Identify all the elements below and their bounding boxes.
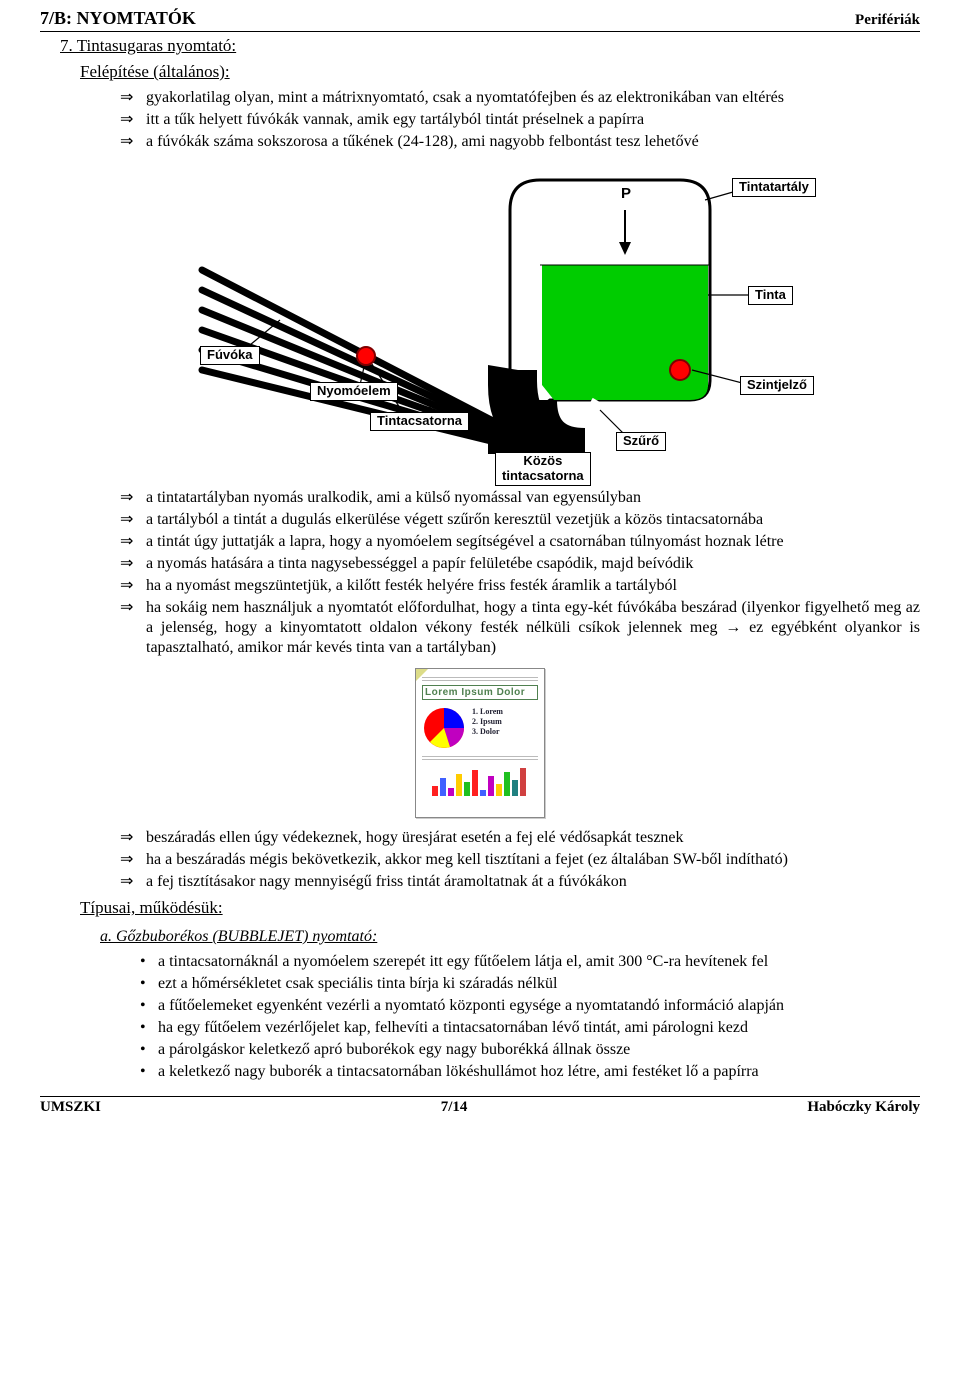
diagram-label-nyomoelem: Nyomóelem bbox=[310, 382, 398, 401]
minidoc-legend: 1. Lorem 2. Ipsum 3. Dolor bbox=[472, 706, 503, 737]
page-corner-icon bbox=[416, 669, 428, 681]
header-right: Perifériák bbox=[855, 12, 920, 29]
footer-left: UMSZKI bbox=[40, 1099, 101, 1116]
list-item: a tintát úgy juttatják a lapra, hogy a n… bbox=[120, 532, 920, 552]
description-bullets: a tintatartályban nyomás uralkodik, ami … bbox=[120, 488, 920, 658]
header-left: 7/B: NYOMTATÓK bbox=[40, 8, 196, 29]
subsection-title: Felépítése (általános): bbox=[80, 62, 920, 82]
types-title: Típusai, működésük: bbox=[80, 898, 920, 918]
diagram-label-p: P bbox=[615, 184, 637, 203]
bubblejet-title: a. Gőzbuborékos (BUBBLEJET) nyomtató: bbox=[100, 928, 920, 946]
list-item: a tintatartályban nyomás uralkodik, ami … bbox=[120, 488, 920, 508]
diagram-label-szintjelzo: Szintjelző bbox=[740, 376, 814, 395]
list-item: a tartályból a tintát a dugulás elkerülé… bbox=[120, 510, 920, 530]
legend-item: 3. Dolor bbox=[472, 727, 503, 736]
legend-item: 2. Ipsum bbox=[472, 717, 503, 726]
footer-right: Habóczky Károly bbox=[807, 1099, 920, 1116]
list-item: ezt a hőmérsékletet csak speciális tinta… bbox=[140, 974, 920, 994]
diagram-label-fuvoka: Fúvóka bbox=[200, 346, 260, 365]
diagram-label-tinta: Tinta bbox=[748, 286, 793, 305]
diagram-label-kozos: Közös tintacsatorna bbox=[495, 452, 591, 486]
footer-center: 7/14 bbox=[441, 1099, 468, 1116]
list-item: a nyomás hatására a tinta nagysebességge… bbox=[120, 554, 920, 574]
sample-printout: Lorem Ipsum Dolor 1. Lorem 2. Ipsum 3. D… bbox=[40, 668, 920, 818]
diagram-label-szuro: Szűrő bbox=[616, 432, 666, 451]
list-item: ha sokáig nem használjuk a nyomtatót elő… bbox=[120, 598, 920, 658]
list-item: ha a nyomást megszüntetjük, a kilőtt fes… bbox=[120, 576, 920, 596]
list-item: gyakorlatilag olyan, mint a mátrixnyomta… bbox=[120, 88, 920, 108]
inkjet-diagram: P Tintatartály Tinta Szintjelző Fúvóka N… bbox=[40, 160, 920, 480]
list-item: itt a tűk helyett fúvókák vannak, amik e… bbox=[120, 110, 920, 130]
intro-bullets: gyakorlatilag olyan, mint a mátrixnyomta… bbox=[120, 88, 920, 152]
diagram-svg bbox=[140, 160, 820, 480]
page-footer: UMSZKI 7/14 Habóczky Károly bbox=[40, 1096, 920, 1116]
list-item: a párolgáskor keletkező apró buborékok e… bbox=[140, 1040, 920, 1060]
bubblejet-bullets: a tintacsatornáknál a nyomóelem szerepét… bbox=[140, 952, 920, 1082]
list-item: a fej tisztításakor nagy mennyiségű fris… bbox=[120, 872, 920, 892]
list-item: ha egy fűtőelem vezérlőjelet kap, felhev… bbox=[140, 1018, 920, 1038]
list-item: a keletkező nagy buborék a tintacsatorná… bbox=[140, 1062, 920, 1082]
list-item: beszáradás ellen úgy védekeznek, hogy ür… bbox=[120, 828, 920, 848]
minidoc-pie-chart bbox=[422, 706, 466, 750]
minidoc-bar-chart bbox=[432, 766, 538, 796]
list-item: a fúvókák száma sokszorosa a tűkének (24… bbox=[120, 132, 920, 152]
legend-item: 1. Lorem bbox=[472, 707, 503, 716]
diagram-label-tintatartaly: Tintatartály bbox=[732, 178, 816, 197]
diagram-label-tintacsatorna: Tintacsatorna bbox=[370, 412, 469, 431]
page-header: 7/B: NYOMTATÓK Perifériák bbox=[40, 8, 920, 32]
care-bullets: beszáradás ellen úgy védekeznek, hogy ür… bbox=[120, 828, 920, 892]
list-item: a tintacsatornáknál a nyomóelem szerepét… bbox=[140, 952, 920, 972]
list-item: a fűtőelemeket egyenként vezérli a nyomt… bbox=[140, 996, 920, 1016]
minidoc-title: Lorem Ipsum Dolor bbox=[422, 685, 538, 700]
section-title: 7. Tintasugaras nyomtató: bbox=[60, 36, 920, 56]
list-item: ha a beszáradás mégis bekövetkezik, akko… bbox=[120, 850, 920, 870]
